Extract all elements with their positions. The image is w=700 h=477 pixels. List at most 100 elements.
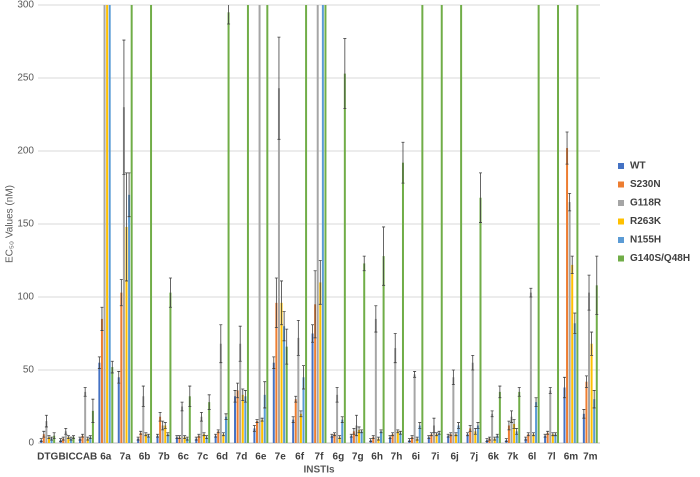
error-bar: [335, 387, 339, 403]
error-bar: [553, 432, 557, 437]
error-bar: [369, 438, 373, 442]
error-bar: [260, 417, 264, 422]
error-bar: [141, 385, 145, 407]
error-bar: [388, 435, 392, 440]
bar: [546, 432, 549, 443]
bar: [447, 435, 450, 443]
x-tick-label: 6k: [488, 452, 500, 463]
error-bar: [119, 279, 123, 307]
error-bar: [185, 436, 189, 441]
error-bar: [595, 255, 599, 315]
error-bar: [504, 438, 508, 442]
error-bar: [277, 36, 281, 140]
error-bar: [415, 436, 419, 441]
legend-swatch: [618, 181, 624, 188]
bar: [169, 292, 172, 443]
bar: [389, 437, 392, 443]
bar: [120, 292, 123, 443]
error-bar: [110, 360, 114, 374]
bar: [374, 318, 377, 443]
bar: [466, 434, 469, 443]
error-bar: [468, 425, 472, 432]
bar: [78, 438, 81, 443]
bar: [205, 437, 208, 443]
bar: [476, 425, 479, 443]
bar: [47, 437, 50, 443]
error-bar: [158, 411, 162, 422]
error-bar: [177, 435, 181, 440]
error-bar: [39, 438, 43, 442]
error-bar: [296, 319, 300, 356]
error-bar: [587, 274, 591, 311]
bar: [111, 367, 114, 443]
error-bar: [272, 356, 276, 369]
bar: [593, 399, 596, 443]
bar: [532, 434, 535, 443]
x-tick-label: 6f: [295, 452, 305, 463]
error-bar: [446, 433, 450, 438]
bar: [469, 428, 472, 443]
bar: [62, 438, 65, 443]
bar: [549, 390, 552, 443]
bar: [358, 429, 361, 443]
error-bar: [546, 430, 550, 435]
error-bar: [478, 172, 482, 223]
bar: [241, 394, 244, 443]
bar: [324, 5, 327, 443]
x-tick-label: 7c: [197, 452, 209, 463]
bar: [551, 434, 554, 443]
error-bar: [374, 305, 378, 333]
bar: [319, 282, 322, 443]
bar: [181, 406, 184, 443]
error-bar: [238, 325, 242, 362]
error-bar: [214, 433, 218, 438]
bar: [285, 346, 288, 443]
error-bar: [473, 428, 477, 435]
error-bar: [183, 435, 187, 440]
x-tick-label: 6g: [333, 452, 345, 463]
legend-swatch: [618, 200, 624, 206]
error-bar: [188, 385, 192, 407]
bar: [294, 399, 297, 443]
error-bar: [301, 365, 305, 390]
error-bar: [194, 436, 198, 441]
bar: [217, 431, 220, 443]
bar: [452, 377, 455, 443]
bar: [396, 431, 399, 443]
bar: [460, 5, 463, 443]
bar: [159, 416, 162, 443]
error-bar: [197, 433, 201, 438]
error-bar: [338, 435, 342, 440]
error-bar: [515, 428, 519, 435]
error-bar: [495, 433, 499, 438]
x-tick-label: 6h: [371, 452, 383, 463]
error-bar: [449, 432, 453, 437]
bar: [175, 437, 178, 443]
bar: [84, 391, 87, 443]
bar: [515, 431, 518, 443]
bar: [305, 5, 308, 443]
bar: [416, 438, 419, 443]
error-bar: [207, 394, 211, 410]
bar: [219, 343, 222, 443]
error-bar: [221, 432, 225, 437]
error-bar: [427, 435, 431, 440]
bar: [350, 435, 353, 443]
x-tick-label: 7g: [352, 452, 364, 463]
bar: [239, 343, 242, 443]
error-bar: [127, 172, 131, 218]
bar: [338, 437, 341, 443]
bar: [277, 88, 280, 443]
error-bar: [573, 312, 577, 334]
bar: [81, 435, 84, 443]
bar: [582, 413, 585, 443]
error-bar: [88, 435, 92, 440]
bar: [142, 396, 145, 443]
x-tick-label: CAB: [76, 452, 98, 463]
error-bar: [490, 410, 494, 418]
error-bar: [362, 255, 366, 272]
x-tick-label: 7l: [547, 452, 556, 463]
bar: [203, 434, 206, 443]
error-bar: [180, 401, 184, 412]
error-bar: [352, 428, 356, 435]
